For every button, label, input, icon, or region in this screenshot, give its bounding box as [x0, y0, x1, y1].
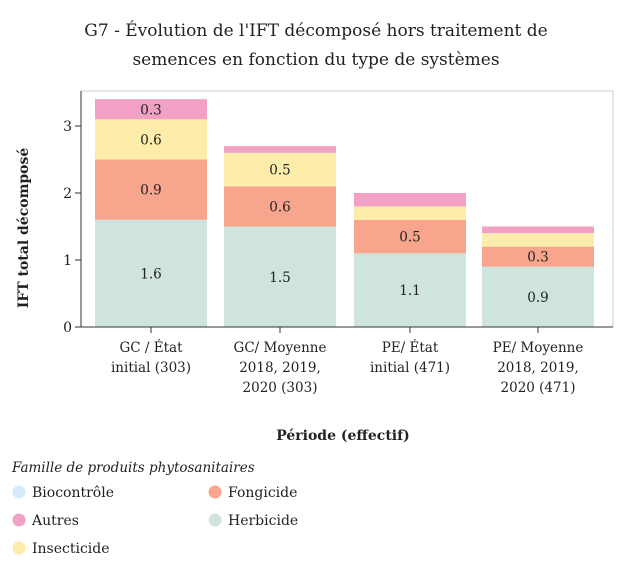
legend-label: Autres	[31, 513, 79, 529]
legend-marker	[208, 513, 222, 527]
bar-segment-insecticide	[224, 152, 336, 187]
data-label: 0.3	[140, 102, 161, 118]
legend-marker	[208, 485, 222, 499]
data-label: 0.5	[269, 163, 290, 179]
bar-segment-herbicide	[354, 253, 466, 327]
x-tick-label: 2018, 2019,	[239, 360, 321, 376]
legend-label: Biocontrôle	[32, 485, 114, 501]
legend-label: Fongicide	[228, 485, 297, 501]
x-tick-label: PE/ Moyenne	[493, 340, 584, 356]
x-axis-label: Période (effectif)	[276, 428, 410, 444]
bar-segment-herbicide	[95, 219, 207, 327]
legend-title: Famille de produits phytosanitaires	[11, 460, 255, 476]
bars: 1.6 0.9 0.6 0.3 1.5 0.6 0.5 1.1 0.5 0.9 0.3	[95, 99, 594, 327]
legend: Biocontrôle Fongicide Autres Herbicide Insec…	[12, 485, 298, 557]
y-tick-label: 1	[63, 253, 72, 269]
bar-segment-insecticide	[354, 206, 466, 220]
y-tick-label: 3	[63, 119, 72, 135]
x-tick-label: 2020 (471)	[501, 380, 576, 396]
x-tick-label: GC / État	[120, 340, 184, 356]
legend-label: Insecticide	[32, 541, 110, 557]
x-tick-label: initial (303)	[111, 360, 191, 376]
data-label: 1.5	[269, 270, 290, 286]
data-label: 0.5	[399, 230, 420, 246]
x-tick-label: GC/ Moyenne	[234, 340, 327, 356]
data-label: 0.6	[269, 199, 290, 215]
bar-segment-autres	[224, 146, 336, 153]
legend-label: Herbicide	[228, 513, 298, 529]
legend-marker	[12, 513, 26, 527]
bar-segment-autres	[482, 226, 594, 234]
bar-segment-insecticide	[482, 233, 594, 247]
data-label: 0.9	[140, 183, 161, 199]
bar-segment-fongicide	[224, 186, 336, 227]
x-tick-label: 2020 (303)	[243, 380, 318, 396]
y-axis: 0 1 2 3	[63, 91, 82, 336]
chart-title: G7 - Évolution de l'IFT décomposé hors t…	[84, 20, 547, 70]
bar-segment-fongicide	[95, 159, 207, 220]
data-label: 0.9	[527, 290, 548, 306]
bar-segment-autres	[95, 99, 207, 120]
x-tick-label: initial (471)	[370, 360, 450, 376]
bar-segment-autres	[354, 193, 466, 207]
legend-marker	[12, 541, 26, 555]
chart-title-line: semences en fonction du type de systèmes	[132, 50, 499, 70]
chart-title-line: G7 - Évolution de l'IFT décomposé hors t…	[84, 20, 547, 41]
bar-segment-herbicide	[482, 266, 594, 327]
x-axis: GC / État initial (303) GC/ Moyenne 2018, 2…	[81, 326, 613, 396]
x-tick-label: PE/ État	[382, 340, 439, 356]
data-label: 0.6	[140, 132, 161, 148]
legend-marker	[12, 485, 26, 499]
bar-segment-fongicide	[482, 246, 594, 267]
y-tick-label: 0	[63, 320, 72, 336]
y-axis-label: IFT total décomposé	[16, 148, 32, 309]
data-label: 1.6	[140, 266, 161, 282]
x-tick-label: 2018, 2019,	[497, 360, 579, 376]
y-tick-label: 2	[63, 186, 72, 202]
bar-segment-insecticide	[95, 119, 207, 160]
bar-segment-fongicide	[354, 219, 466, 254]
data-label: 0.3	[527, 250, 548, 266]
bar-segment-herbicide	[224, 226, 336, 327]
data-label: 1.1	[399, 283, 420, 299]
